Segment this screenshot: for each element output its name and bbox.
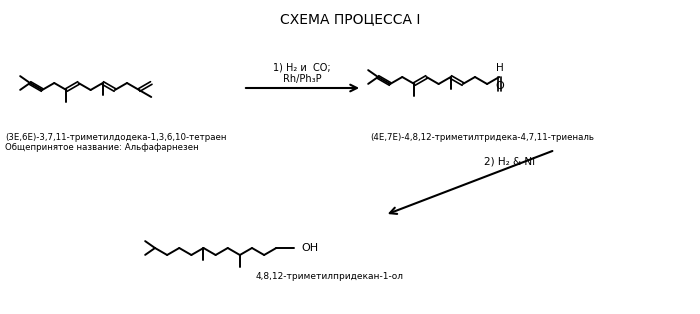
Text: 2) H₂ & Ni: 2) H₂ & Ni: [484, 157, 536, 167]
Text: 1) H₂ и  CO;: 1) H₂ и CO;: [273, 63, 331, 73]
Text: Rh/Ph₃P: Rh/Ph₃P: [283, 74, 321, 84]
Text: O: O: [496, 81, 505, 91]
Text: СХЕМА ПРОЦЕССА I: СХЕМА ПРОЦЕССА I: [280, 12, 420, 26]
Text: H: H: [496, 63, 504, 73]
Text: (3Е,6Е)-3,7,11-триметилдодека-1,3,6,10-тетраен: (3Е,6Е)-3,7,11-триметилдодека-1,3,6,10-т…: [5, 133, 227, 142]
Text: (4Е,7Е)-4,8,12-триметилтридека-4,7,11-триеналь: (4Е,7Е)-4,8,12-триметилтридека-4,7,11-тр…: [370, 133, 594, 142]
Text: 4,8,12-триметилпридекан-1-ол: 4,8,12-триметилпридекан-1-ол: [256, 272, 404, 281]
Text: Общепринятое название: Альфафарнезен: Общепринятое название: Альфафарнезен: [5, 143, 199, 152]
Text: OH: OH: [301, 243, 318, 253]
